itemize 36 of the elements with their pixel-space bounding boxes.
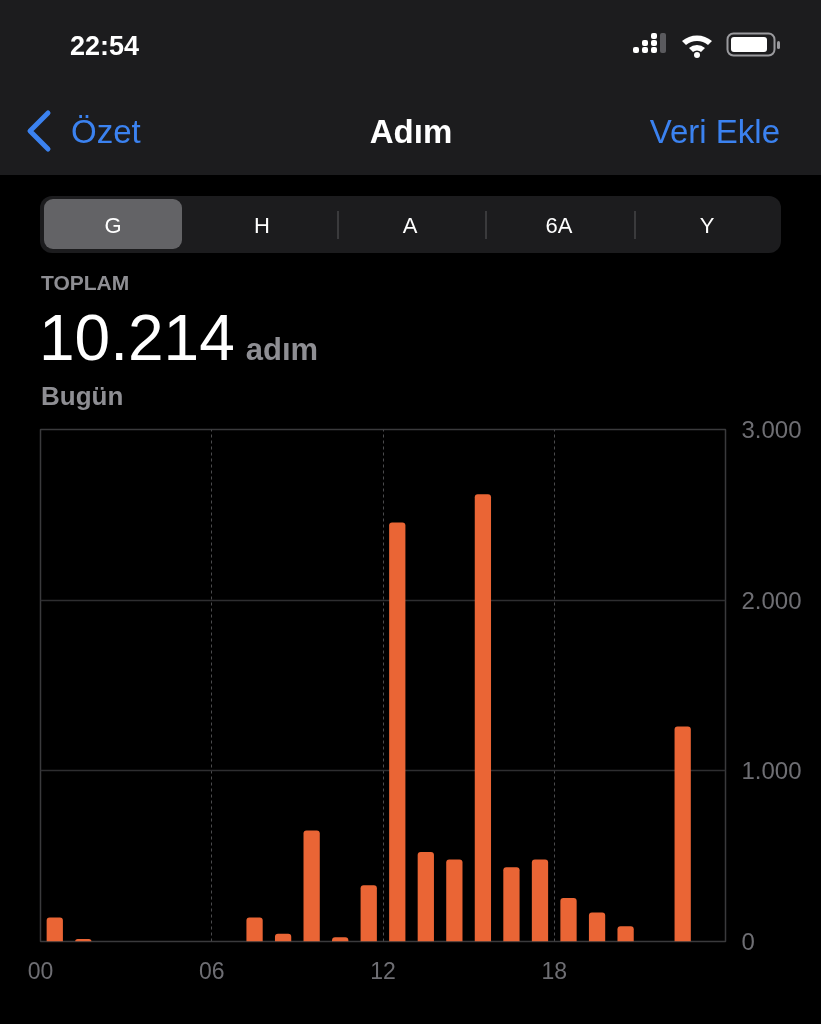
- text: TOPLAM: [41, 271, 130, 295]
- bar: [560, 897, 577, 942]
- bar: [360, 885, 377, 942]
- text: H: [254, 213, 270, 239]
- text: Özet: [71, 113, 141, 151]
- text: 6A: [545, 213, 573, 239]
- text: Y: [699, 213, 715, 239]
- text: adım: [245, 331, 319, 367]
- bar: [246, 917, 263, 942]
- y-tick-label: 2.000: [741, 586, 802, 614]
- bar: [46, 917, 63, 942]
- bar: [446, 859, 463, 942]
- bar: [531, 859, 549, 942]
- bar: [274, 933, 292, 942]
- text: G: [104, 213, 122, 239]
- bar: [617, 926, 634, 942]
- bar: [674, 726, 691, 942]
- x-tick-label: 00: [27, 957, 54, 984]
- bar: [474, 494, 492, 942]
- text: A: [402, 213, 418, 239]
- y-tick-label: 1.000: [741, 757, 802, 785]
- x-tick-label: 18: [541, 957, 568, 984]
- x-tick-label: 06: [198, 957, 225, 984]
- bar: [389, 522, 406, 942]
- text: Bugün: [41, 381, 124, 411]
- bar: [417, 851, 434, 942]
- chart-title: Adım: [369, 113, 453, 151]
- x-tick-label: 12: [370, 957, 396, 984]
- text: Veri Ekle: [649, 113, 780, 151]
- bar: [303, 830, 320, 942]
- text: 10.214: [39, 301, 235, 374]
- text: 22:54: [70, 31, 140, 62]
- y-tick-label: 0: [741, 928, 755, 955]
- bar: [588, 912, 606, 942]
- bar: [503, 867, 520, 942]
- y-tick-label: 3.000: [741, 416, 802, 443]
